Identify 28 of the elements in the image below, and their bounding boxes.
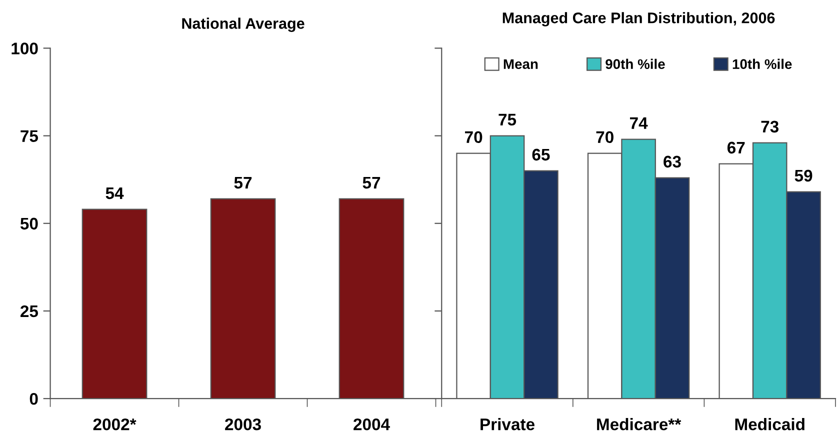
- data-label: 74: [630, 117, 648, 129]
- data-label: 70: [596, 131, 614, 144]
- x-tick-label: Private: [480, 418, 534, 430]
- y-tick-label: 75: [20, 130, 38, 142]
- x-tick-label: 2003: [225, 418, 261, 430]
- x-tick-label: 2004: [354, 418, 390, 430]
- chart-title: Managed Care Plan Distribution, 2006: [502, 12, 775, 26]
- x-tick-label: Medicare**: [597, 418, 682, 430]
- data-label: 54: [106, 187, 124, 200]
- data-label: 70: [465, 131, 482, 144]
- y-tick-label: 0: [30, 392, 38, 405]
- legend-label: 10th %ile: [732, 58, 792, 70]
- data-label: 65: [532, 148, 550, 161]
- y-tick-label: 25: [20, 305, 38, 318]
- data-label: 75: [498, 114, 516, 126]
- data-label: 57: [234, 176, 252, 189]
- x-tick-label: Medicaid: [735, 418, 804, 430]
- legend-label: 90th %ile: [606, 58, 665, 70]
- legend-label: Mean: [504, 59, 538, 70]
- data-label: 63: [664, 156, 681, 168]
- data-label: 67: [727, 142, 745, 154]
- y-tick-label: 50: [20, 218, 38, 230]
- data-label: 57: [362, 176, 380, 189]
- x-tick-label: 2002*: [93, 418, 136, 430]
- data-label: 59: [794, 170, 812, 182]
- chart-title: National Average: [182, 18, 304, 32]
- y-tick-label: 100: [12, 42, 38, 54]
- data-label: 73: [761, 120, 779, 133]
